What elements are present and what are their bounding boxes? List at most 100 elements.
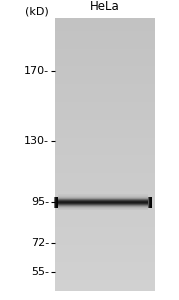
Bar (55, 102, 155, 104)
Bar (55, 122, 155, 124)
Bar (55, 156, 155, 157)
Bar (55, 155, 155, 156)
Bar (55, 44, 155, 45)
Bar (55, 60, 155, 61)
Bar (58, 202, 148, 203)
Bar (58, 200, 148, 201)
Bar (55, 129, 155, 130)
Bar (58, 194, 148, 195)
Bar (55, 178, 155, 180)
Bar (58, 195, 148, 196)
Bar (55, 109, 155, 110)
Bar (55, 130, 155, 131)
Bar (55, 113, 155, 115)
Bar (55, 19, 155, 20)
Bar (55, 165, 155, 166)
Bar (55, 130, 155, 132)
Bar (54, 197, 58, 208)
Bar (55, 196, 155, 197)
Bar (55, 269, 155, 271)
Bar (58, 201, 148, 202)
Bar (55, 77, 155, 78)
Bar (150, 197, 152, 208)
Bar (55, 174, 155, 176)
Bar (58, 210, 148, 211)
Bar (55, 74, 155, 76)
Bar (55, 239, 155, 241)
Bar (55, 71, 155, 73)
Bar (55, 154, 155, 155)
Bar (58, 199, 148, 200)
Bar (55, 143, 155, 145)
Bar (55, 237, 155, 239)
Bar (55, 197, 58, 208)
Bar (55, 206, 155, 207)
Bar (55, 232, 155, 233)
Bar (55, 193, 155, 194)
Bar (55, 230, 155, 232)
Bar (55, 118, 155, 119)
Bar (55, 166, 155, 167)
Bar (149, 197, 152, 208)
Bar (55, 220, 155, 222)
Bar (55, 153, 155, 154)
Bar (55, 212, 155, 213)
Bar (55, 128, 155, 129)
Bar (55, 221, 155, 223)
Bar (55, 79, 155, 80)
Bar (55, 91, 155, 92)
Bar (55, 115, 155, 116)
Bar (55, 44, 155, 46)
Bar (55, 263, 155, 264)
Bar (55, 107, 155, 108)
Bar (55, 197, 155, 199)
Bar (55, 89, 155, 90)
Bar (58, 208, 148, 209)
Bar (55, 213, 155, 214)
Bar (55, 170, 155, 172)
Bar (58, 199, 148, 200)
Bar (55, 287, 155, 289)
Bar (55, 169, 155, 171)
Bar (55, 34, 155, 36)
Bar (55, 83, 155, 85)
Bar (55, 126, 155, 127)
Bar (55, 226, 155, 227)
Bar (149, 197, 152, 208)
Bar (55, 49, 155, 50)
Bar (58, 198, 148, 199)
Bar (58, 207, 148, 208)
Bar (55, 236, 155, 237)
Bar (55, 188, 155, 190)
Bar (58, 198, 148, 199)
Bar (55, 249, 155, 250)
Bar (55, 251, 155, 252)
Bar (55, 132, 155, 134)
Bar (55, 78, 155, 79)
Bar (55, 80, 155, 81)
Bar (55, 186, 155, 187)
Bar (55, 207, 155, 208)
Bar (151, 197, 152, 208)
Bar (150, 197, 152, 208)
Bar (55, 272, 155, 273)
Bar (55, 106, 155, 107)
Bar (55, 147, 155, 148)
Bar (58, 207, 148, 208)
Bar (55, 235, 155, 236)
Bar (58, 197, 148, 198)
Bar (55, 215, 155, 216)
Bar (58, 203, 148, 204)
Bar (55, 270, 155, 272)
Bar (55, 127, 155, 128)
Bar (55, 161, 155, 163)
Bar (55, 32, 155, 34)
Bar (55, 268, 155, 270)
Bar (55, 283, 155, 284)
Bar (55, 178, 155, 179)
Bar (55, 142, 155, 144)
Bar (148, 197, 152, 208)
Bar (55, 138, 155, 139)
Bar (55, 43, 155, 44)
Bar (55, 68, 155, 69)
